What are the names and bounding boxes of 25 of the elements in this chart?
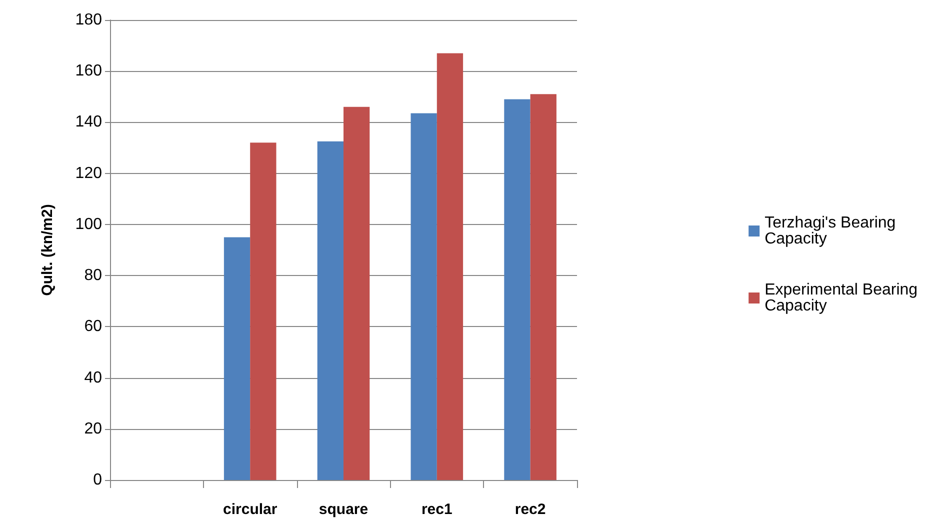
bar <box>250 142 276 480</box>
bar <box>317 141 344 480</box>
bar <box>224 237 250 480</box>
y-tick-label: 0 <box>93 472 102 488</box>
bar <box>530 94 556 480</box>
bar <box>504 99 530 480</box>
x-tick-label: rec1 <box>421 501 452 518</box>
y-tick-label: 80 <box>84 267 102 284</box>
legend-label: Experimental Bearing Capacity <box>764 282 922 314</box>
x-tick-label: rec2 <box>514 501 546 518</box>
y-tick-label: 20 <box>84 420 102 438</box>
y-tick-label: 180 <box>75 12 102 28</box>
bar <box>344 106 370 480</box>
y-tick-label: 160 <box>75 62 102 80</box>
y-tick-label: 40 <box>84 369 102 386</box>
y-tick-label: 100 <box>75 216 102 233</box>
legend-label: Terzhagi's Bearing Capacity <box>764 214 900 248</box>
y-tick-label: 60 <box>84 318 102 336</box>
x-tick-label: square <box>318 501 368 518</box>
bar <box>410 113 437 480</box>
bar <box>436 53 464 480</box>
x-tick-label: circular <box>223 501 278 518</box>
y-tick-label: 120 <box>75 164 102 182</box>
y-axis-title: Qult. (kn/m2) <box>39 204 56 296</box>
y-tick-label: 140 <box>75 114 102 131</box>
